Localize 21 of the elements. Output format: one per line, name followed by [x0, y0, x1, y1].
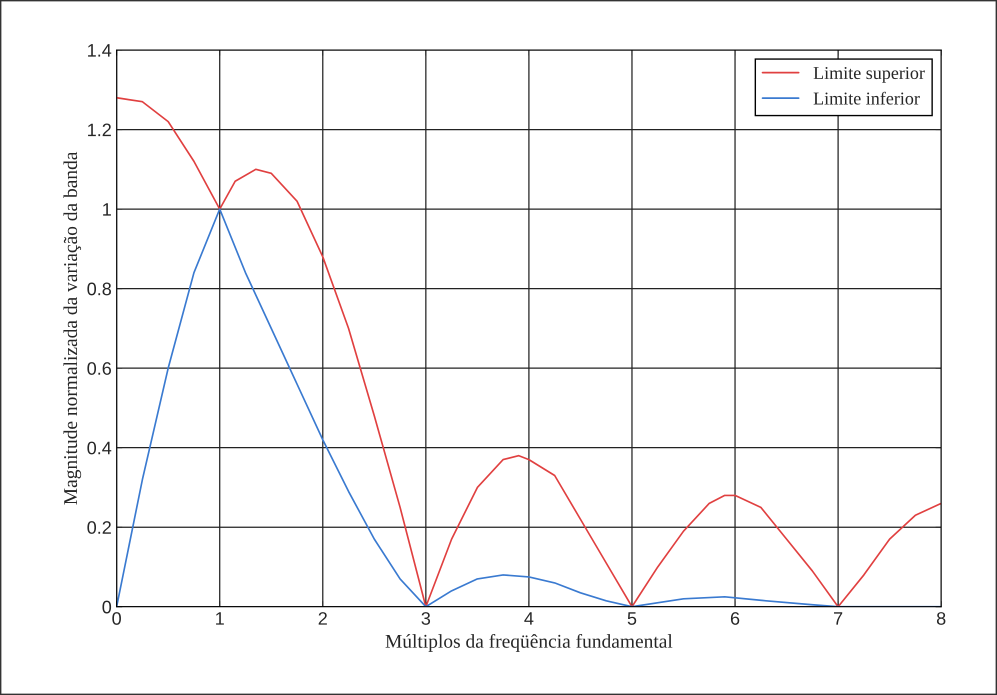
- y-tick-label: 0.8: [87, 282, 112, 296]
- y-tick-label: 1.4: [88, 44, 112, 57]
- legend-label: Limite superior: [814, 66, 925, 83]
- x-tick-label: 5: [628, 612, 636, 625]
- x-tick-label: 2: [318, 612, 327, 625]
- legend-label: Limite inferior: [814, 92, 920, 105]
- x-tick-label: 3: [422, 612, 430, 625]
- x-tick-label: 6: [730, 612, 740, 625]
- x-tick-label: 7: [834, 612, 842, 625]
- x-axis-title: Múltiplos da freqüência fundamental: [386, 634, 672, 652]
- y-tick-label: 1: [103, 203, 111, 216]
- x-tick-label: 1: [216, 612, 224, 625]
- y-tick-label: 1.2: [88, 124, 111, 136]
- x-tick-label: 0: [112, 612, 121, 625]
- y-tick-label: 0.2: [87, 521, 111, 534]
- y-tick-label: 0.4: [87, 442, 112, 454]
- y-tick-label: 0: [102, 600, 112, 614]
- y-axis-title: Magnitude normalizada da variação da banda: [63, 152, 82, 505]
- x-tick-label: 8: [936, 612, 946, 625]
- y-tick-label: 0.6: [87, 362, 111, 375]
- x-tick-label: 4: [524, 612, 534, 625]
